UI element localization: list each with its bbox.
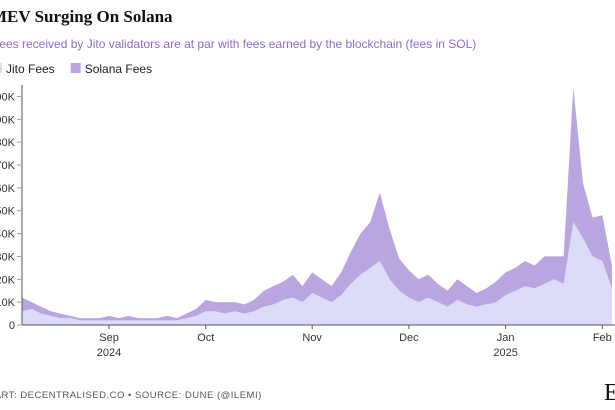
y-tick-label: 70K <box>0 160 16 172</box>
x-tick-label: Feb <box>593 332 612 344</box>
area <box>22 87 612 321</box>
legend-label: Solana Fees <box>85 62 152 76</box>
y-tick-label: 80K <box>0 137 16 149</box>
y-tick-label: 50K <box>0 206 16 218</box>
source-note: CHART: DECENTRALISED.CO • SOURCE: DUNE (… <box>0 390 262 401</box>
y-tick-label: 20K <box>0 274 16 286</box>
chart-title: MEV Surging On Solana <box>0 7 173 26</box>
y-tick-label: 100K <box>0 91 16 103</box>
x-tick-label: Oct <box>197 332 214 344</box>
y-tick-label: 60K <box>0 183 16 195</box>
legend-swatch <box>0 63 2 73</box>
x-year-label: 2025 <box>493 347 517 359</box>
chart-subtitle: Fees received by Jito validators are at … <box>0 37 476 51</box>
y-tick-label: 40K <box>0 229 16 241</box>
area <box>22 222 612 325</box>
y-tick-label: 10K <box>0 297 16 309</box>
x-year-label: 2024 <box>97 347 121 359</box>
legend-label: Jito Fees <box>6 62 55 76</box>
y-tick-label: 30K <box>0 251 16 263</box>
x-tick-label: Jan <box>497 332 515 344</box>
y-tick-label: 90K <box>0 114 16 126</box>
x-tick-label: Nov <box>302 332 322 344</box>
x-tick-label: Sep <box>99 332 119 344</box>
x-tick-label: Dec <box>399 332 419 344</box>
legend-swatch <box>70 63 81 73</box>
logo: E <box>604 380 615 406</box>
y-tick-label: 0 <box>9 320 15 332</box>
